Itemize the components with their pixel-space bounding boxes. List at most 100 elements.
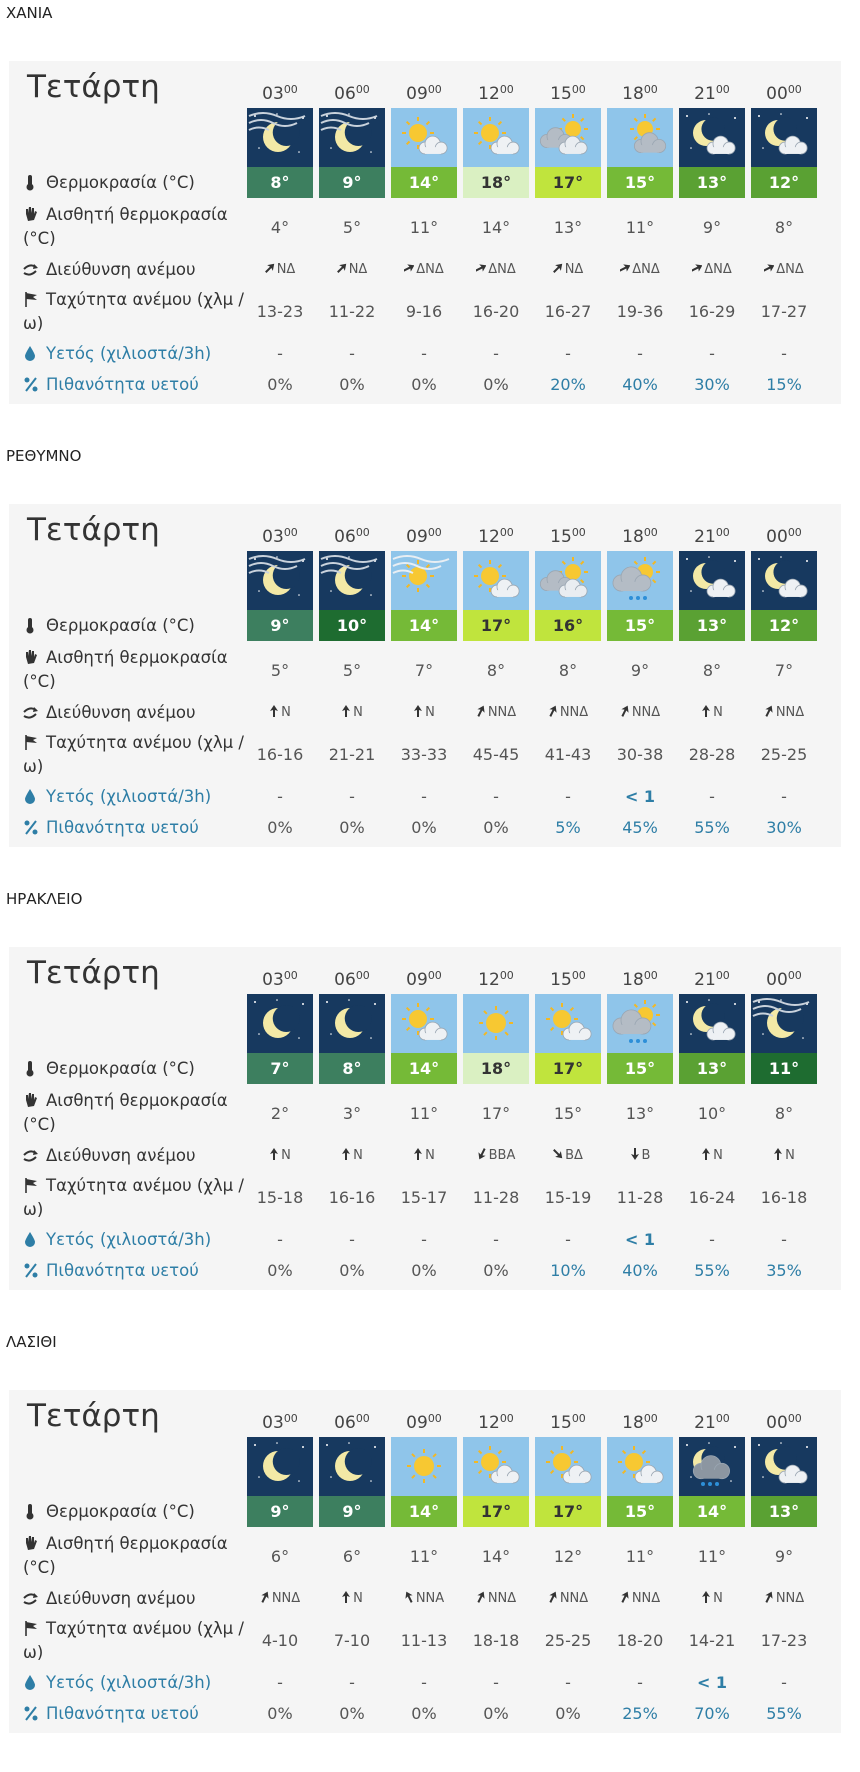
wind-speed: 13-23 [256, 302, 304, 321]
minute: 00 [715, 969, 730, 982]
icon-shape [708, 1482, 712, 1486]
icon-shape [633, 560, 638, 565]
icon-shape [392, 569, 414, 574]
temperature-cell: 14° [391, 1496, 457, 1527]
feels-like: 8° [486, 661, 506, 680]
icon-shape [706, 578, 736, 598]
hour: 18 [622, 84, 644, 104]
icon-shape [264, 263, 274, 273]
icon-shape [549, 705, 557, 717]
icon-shape [405, 1026, 411, 1032]
wind-direction-text: ΝΝΔ [487, 705, 517, 720]
icon-shape [374, 1446, 376, 1448]
icon-shape [330, 1033, 332, 1035]
minute: 00 [571, 83, 586, 96]
wind-speed: 28-28 [688, 745, 736, 764]
icon-shape [643, 1039, 647, 1043]
row-label-text: Πιθανότητα υετού [46, 818, 199, 837]
temperature-cell: 13° [679, 610, 745, 641]
hour-label: 0000 [748, 969, 820, 990]
icon-shape [475, 264, 487, 272]
icon-shape [686, 1442, 736, 1482]
icon-shape [344, 1005, 372, 1032]
row-label: Αισθητή θερμοκρασία (°C) [23, 1532, 245, 1580]
precipitation-probability: 45% [622, 818, 658, 837]
weather-icon-graphic [751, 1437, 817, 1496]
icon-shape [785, 590, 802, 597]
icon-shape [477, 1469, 483, 1475]
minute: 00 [787, 969, 802, 982]
icon-shape [302, 1003, 304, 1005]
minute: 00 [355, 1412, 370, 1425]
row-icon [24, 1263, 38, 1278]
hour: 06 [334, 527, 356, 547]
row-label-text: Αισθητή θερμοκρασία (°C) [23, 205, 228, 248]
hour: 12 [478, 527, 500, 547]
icon-shape [425, 1033, 442, 1040]
precipitation: - [493, 344, 499, 363]
icon-shape [713, 590, 730, 597]
row-label: Διεύθυνση ανέμου [23, 701, 245, 725]
hour-label: 1800 [604, 83, 676, 104]
wind-direction-text: ΝΔ [276, 262, 296, 277]
feels-like: 6° [270, 1547, 290, 1566]
temperature-cell: 13° [679, 167, 745, 198]
row-icon [25, 1621, 37, 1636]
icon-shape [774, 1148, 783, 1160]
icon-shape [565, 564, 581, 580]
day-title: Τετάρτη [27, 69, 160, 105]
icon-shape [490, 135, 520, 155]
weather-icon [463, 1437, 529, 1496]
hour: 03 [262, 970, 284, 990]
icon-shape [686, 1001, 688, 1003]
hour: 00 [766, 84, 788, 104]
icon-shape [558, 135, 588, 155]
icon-shape [765, 1591, 773, 1603]
wind-direction: ΝΝΔ [604, 1587, 676, 1611]
precipitation-probability: 0% [339, 818, 365, 837]
wind-speed: 15-18 [256, 1188, 304, 1207]
weather-icon [607, 551, 673, 610]
icon-shape [348, 1442, 350, 1444]
wind-direction: ΔΝΔ [676, 258, 748, 282]
weather-icon-graphic [319, 994, 385, 1053]
wind-speed: 25-25 [760, 745, 808, 764]
icon-shape [261, 1591, 269, 1603]
feels-like: 15° [553, 1104, 583, 1123]
wind-speed: 16-16 [328, 1188, 376, 1207]
temperature-cell: 15° [607, 610, 673, 641]
row-label: Πιθανότητα υετού [23, 373, 245, 397]
temperature-cell: 9° [247, 610, 313, 641]
minute: 00 [283, 1412, 298, 1425]
icon-shape [701, 1482, 719, 1486]
hour-label: 0300 [244, 1412, 316, 1433]
icon-shape [692, 1455, 731, 1480]
icon-shape [778, 578, 808, 598]
feels-like: 3° [342, 1104, 362, 1123]
icon-shape [752, 1012, 774, 1017]
temperature-cell: 13° [679, 1053, 745, 1084]
icon-shape [734, 560, 736, 562]
row-label-text: Αισθητή θερμοκρασία (°C) [23, 1091, 228, 1134]
temperature-cell: 12° [751, 167, 817, 198]
weather-icon [463, 551, 529, 610]
precipitation: - [493, 1673, 499, 1692]
wind-direction: ΔΝΔ [748, 258, 820, 282]
hour: 18 [622, 970, 644, 990]
minute: 00 [499, 83, 514, 96]
wind-speed: 25-25 [544, 1631, 592, 1650]
wind-arrow [549, 1591, 557, 1603]
icon-shape [758, 558, 760, 560]
row-label: Πιθανότητα υετού [23, 1259, 245, 1283]
icon-shape [758, 1001, 760, 1003]
precipitation-probability: 0% [339, 1704, 365, 1723]
wind-arrow [261, 1591, 269, 1603]
minute: 00 [787, 526, 802, 539]
feels-like: 7° [414, 661, 434, 680]
hour-label: 1800 [604, 969, 676, 990]
row-icon [26, 207, 37, 221]
icon-shape [652, 1003, 657, 1008]
icon-shape [342, 1148, 351, 1160]
icon-shape [478, 1148, 486, 1160]
precipitation: - [349, 344, 355, 363]
